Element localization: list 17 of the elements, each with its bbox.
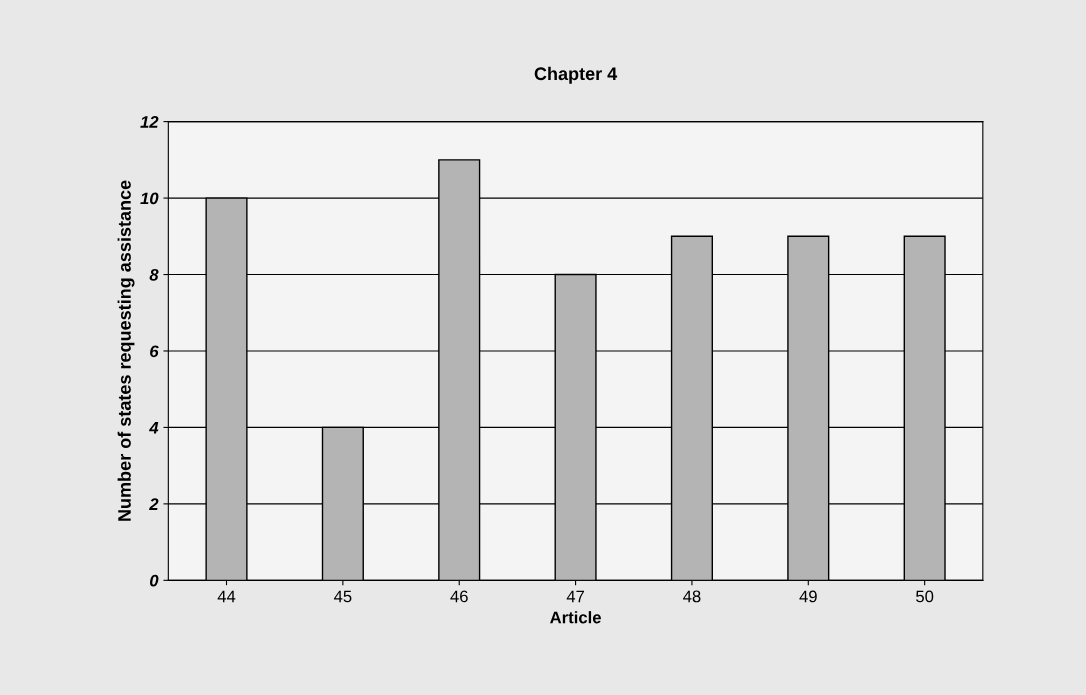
x-tick-label: 50 <box>916 590 934 603</box>
y-tick-label: 8 <box>149 268 159 281</box>
chart-title: Chapter 4 <box>534 66 618 84</box>
x-tick-label: 44 <box>217 590 236 603</box>
y-axis-title: Number of states requesting assistance <box>117 180 135 521</box>
x-axis-title: Article <box>550 611 601 624</box>
x-tick-label: 45 <box>333 590 352 603</box>
x-tick-label: 47 <box>566 590 585 603</box>
y-tick-label: 10 <box>140 192 159 205</box>
x-tick-label: 49 <box>799 590 817 603</box>
x-tick-label: 48 <box>683 590 701 603</box>
y-tick-label: 6 <box>150 345 159 358</box>
y-tick-label: 2 <box>149 498 159 510</box>
y-tick-label: 0 <box>150 574 159 587</box>
y-tick-label: 4 <box>149 422 159 434</box>
x-tick-label: 46 <box>450 590 468 603</box>
y-tick-label: 12 <box>140 116 159 128</box>
